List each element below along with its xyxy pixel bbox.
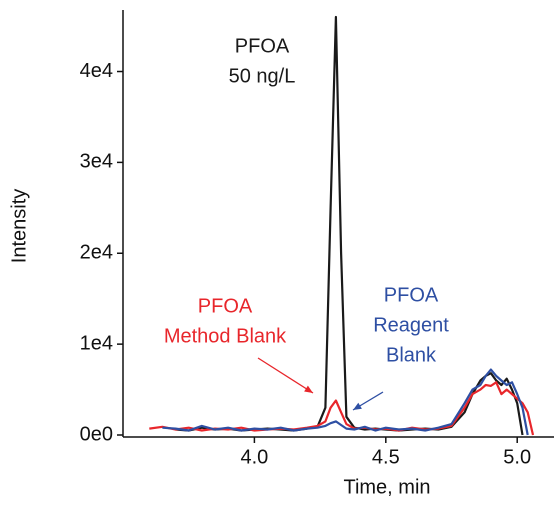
y-axis-label: Intensity — [8, 189, 30, 263]
y-tick-label: 3e4 — [80, 151, 113, 173]
annotation: Blank — [386, 344, 437, 366]
series-line — [162, 368, 529, 436]
annotation: Method Blank — [164, 325, 287, 347]
annotation-arrowhead — [353, 402, 362, 410]
x-tick-label: 4.5 — [372, 446, 400, 468]
y-tick-label: 4e4 — [80, 60, 113, 82]
annotation: Reagent — [373, 314, 449, 336]
annotation: PFOA — [235, 35, 290, 57]
annotation: PFOA — [198, 295, 253, 317]
annotation: 50 ng/L — [229, 65, 296, 87]
series-line — [175, 15, 524, 436]
annotation-arrowhead — [304, 385, 313, 393]
annotation: PFOA — [384, 284, 439, 306]
x-tick-label: 4.0 — [240, 446, 268, 468]
y-tick-label: 0e0 — [80, 423, 113, 445]
y-tick-label: 2e4 — [80, 242, 113, 264]
x-tick-label: 5.0 — [503, 446, 531, 468]
annotation-arrow — [257, 357, 314, 394]
y-tick-label: 1e4 — [80, 332, 113, 354]
plot-area — [149, 15, 535, 436]
x-axis-label: Time, min — [343, 476, 430, 498]
